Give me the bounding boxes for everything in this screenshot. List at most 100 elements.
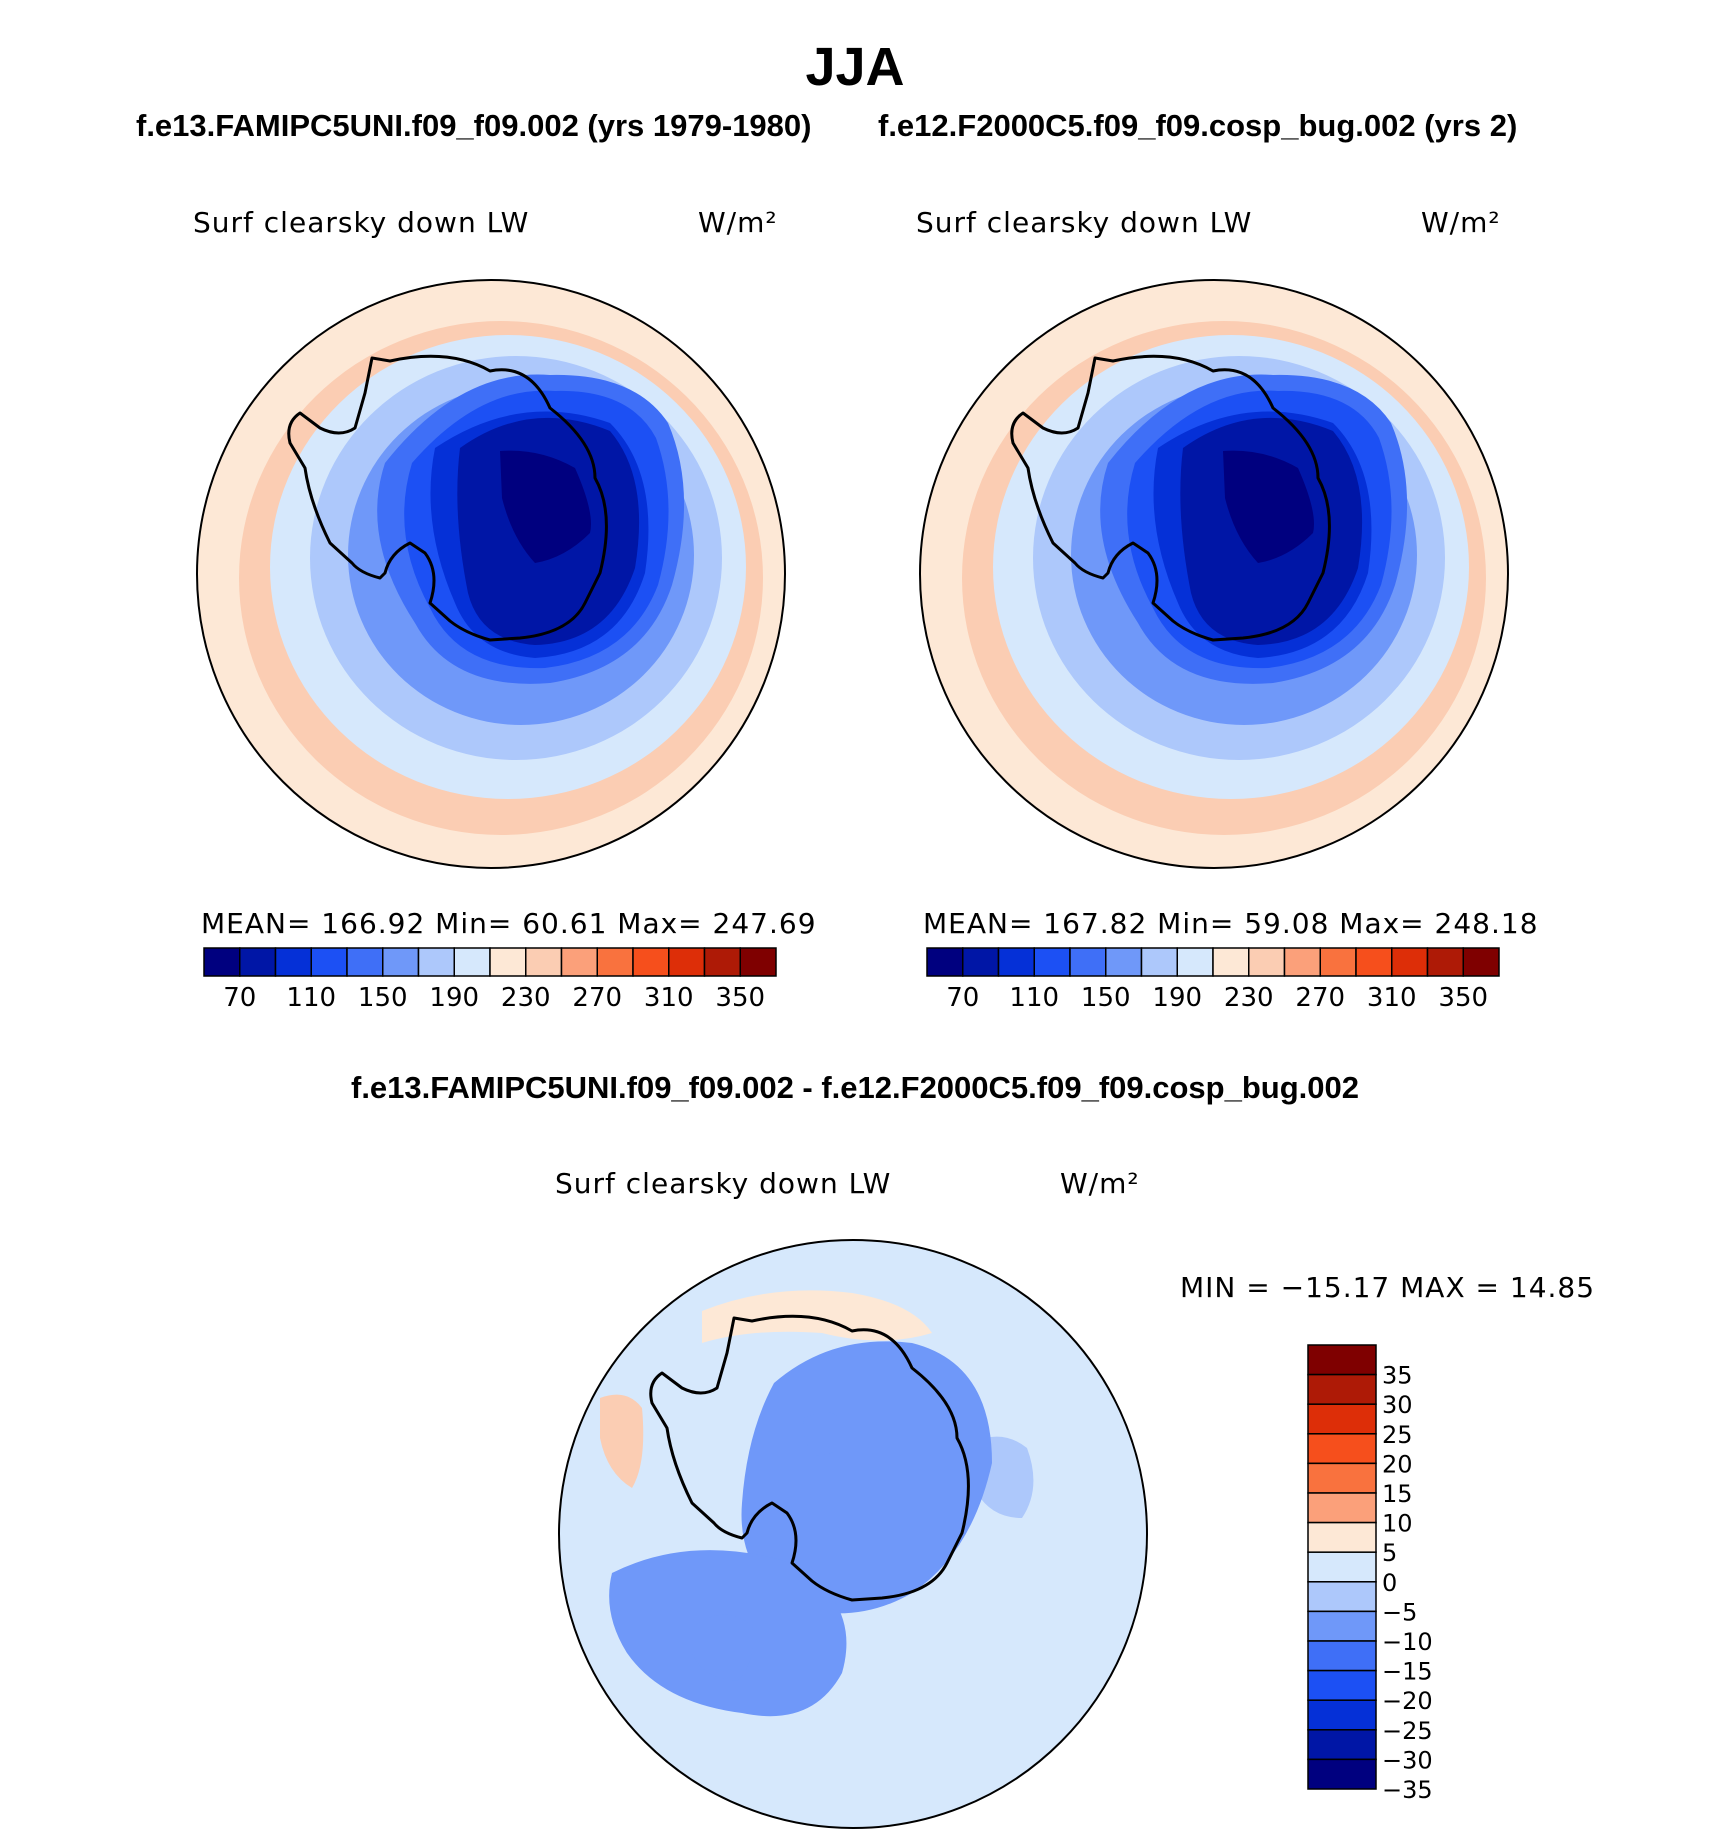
- cbar-left-tick-label: 350: [715, 983, 765, 1013]
- cbar-right-box-1: [962, 947, 1000, 977]
- cbar-diff-box-7: [1307, 1551, 1377, 1583]
- cbar-left-box-12: [632, 947, 670, 977]
- variable-label-diff: Surf clearsky down LW: [555, 1167, 892, 1200]
- left-coastline: [287, 354, 608, 642]
- cbar-right-box-3: [1033, 947, 1071, 977]
- variable-label-left: Surf clearsky down LW: [193, 206, 530, 239]
- cbar-left-tick-label: 150: [358, 983, 408, 1013]
- cbar-right-box-14: [1426, 947, 1464, 977]
- units-label-left: W/m²: [698, 206, 778, 239]
- diff-contour-band-7: [803, 1412, 847, 1456]
- cbar-diff-tick-label: −20: [1382, 1687, 1433, 1715]
- right-coastline: [1010, 354, 1331, 642]
- cbar-right-box-7: [1176, 947, 1214, 977]
- stats-left: MEAN= 166.92 Min= 60.61 Max= 247.69: [201, 907, 817, 940]
- cbar-diff-box-1: [1307, 1373, 1377, 1405]
- cbar-left-tick-label: 310: [644, 983, 694, 1013]
- cbar-right-tick-label: 150: [1081, 983, 1131, 1013]
- map-panel-left: [196, 279, 786, 869]
- cbar-left-box-2: [274, 947, 312, 977]
- cbar-diff-tick-label: 35: [1382, 1362, 1413, 1390]
- cbar-diff-box-10: [1307, 1640, 1377, 1672]
- cbar-right-box-4: [1069, 947, 1107, 977]
- units-label-right: W/m²: [1421, 206, 1501, 239]
- cbar-diff-tick-label: 20: [1382, 1450, 1413, 1478]
- diff-contour-band-6: [692, 1614, 753, 1681]
- page-title: JJA: [805, 37, 905, 97]
- cbar-diff-box-8: [1307, 1581, 1377, 1613]
- cbar-right-box-9: [1248, 947, 1286, 977]
- right-map-outline: [919, 279, 1509, 869]
- cbar-diff-box-2: [1307, 1403, 1377, 1435]
- cbar-left-tick-label: 70: [223, 983, 256, 1013]
- diff-map-outline: [558, 1239, 1148, 1829]
- cbar-diff-tick-label: −35: [1382, 1776, 1433, 1804]
- cbar-left-tick-label: 190: [429, 983, 479, 1013]
- cbar-diff-tick-label: −5: [1382, 1598, 1417, 1626]
- cbar-diff-box-0: [1307, 1344, 1377, 1376]
- cbar-left-box-14: [703, 947, 741, 977]
- left-contour-band-9: [500, 450, 591, 563]
- cbar-left-box-6: [417, 947, 455, 977]
- cbar-left-box-3: [310, 947, 348, 977]
- cbar-diff-box-6: [1307, 1521, 1377, 1553]
- units-label-diff: W/m²: [1060, 1167, 1140, 1200]
- cbar-left-box-9: [525, 947, 563, 977]
- stats-right: MEAN= 167.82 Min= 59.08 Max= 248.18: [923, 907, 1539, 940]
- cbar-diff-tick-label: −25: [1382, 1717, 1433, 1745]
- cbar-diff-box-3: [1307, 1433, 1377, 1465]
- cbar-left-box-1: [239, 947, 277, 977]
- cbar-diff-tick-label: 0: [1382, 1569, 1397, 1597]
- map-panel-right: [919, 279, 1509, 869]
- map-panel-difference: [558, 1239, 1148, 1829]
- right-contour-band-9: [1223, 450, 1314, 563]
- colorbar-right: 70 110 150 190 230 270 310 350: [926, 947, 1500, 1013]
- cbar-right-box-8: [1212, 947, 1250, 977]
- cbar-left-box-5: [382, 947, 420, 977]
- cbar-diff-tick-label: 15: [1382, 1480, 1413, 1508]
- cbar-left-box-0: [203, 947, 241, 977]
- cbar-diff-tick-label: 25: [1382, 1421, 1413, 1449]
- cbar-right-box-15: [1462, 947, 1500, 977]
- diff-contour-band-4: [741, 1341, 992, 1614]
- cbar-left-tick-label: 230: [501, 983, 551, 1013]
- cbar-right-tick-label: 230: [1224, 983, 1274, 1013]
- cbar-right-box-13: [1391, 947, 1429, 977]
- cbar-right-tick-label: 70: [946, 983, 979, 1013]
- case-title-right: f.e12.F2000C5.f09_f09.cosp_bug.002 (yrs …: [878, 108, 1518, 143]
- cbar-diff-box-13: [1307, 1729, 1377, 1761]
- left-map-outline: [196, 279, 786, 869]
- stats-diff: MIN = −15.17 MAX = 14.85: [1180, 1271, 1596, 1304]
- cbar-diff-box-9: [1307, 1610, 1377, 1642]
- colorbar-left: 70 110 150 190 230 270 310 350: [203, 947, 777, 1013]
- cbar-left-tick-label: 110: [286, 983, 336, 1013]
- cbar-diff-box-12: [1307, 1699, 1377, 1731]
- cbar-left-box-11: [596, 947, 634, 977]
- diff-contour-band-2: [600, 1394, 644, 1488]
- cbar-left-box-8: [489, 947, 527, 977]
- cbar-diff-tick-label: 10: [1382, 1510, 1413, 1538]
- cbar-right-box-12: [1355, 947, 1393, 977]
- cbar-diff-box-5: [1307, 1492, 1377, 1524]
- case-title-left: f.e13.FAMIPC5UNI.f09_f09.002 (yrs 1979-1…: [136, 108, 812, 143]
- cbar-right-box-2: [997, 947, 1035, 977]
- cbar-diff-tick-label: −30: [1382, 1746, 1433, 1774]
- cbar-left-box-13: [668, 947, 706, 977]
- diff-coastline: [649, 1314, 970, 1602]
- cbar-left-box-15: [739, 947, 777, 977]
- cbar-right-tick-label: 310: [1367, 983, 1417, 1013]
- cbar-left-box-10: [560, 947, 598, 977]
- cbar-diff-box-4: [1307, 1462, 1377, 1494]
- cbar-diff-tick-label: −10: [1382, 1628, 1433, 1656]
- cbar-right-tick-label: 190: [1152, 983, 1202, 1013]
- cbar-left-box-7: [453, 947, 491, 977]
- cbar-right-box-11: [1319, 947, 1357, 977]
- variable-label-right: Surf clearsky down LW: [916, 206, 1253, 239]
- cbar-diff-tick-label: −15: [1382, 1658, 1433, 1686]
- cbar-left-box-4: [346, 947, 384, 977]
- cbar-right-tick-label: 110: [1009, 983, 1059, 1013]
- cbar-diff-tick-label: 30: [1382, 1391, 1413, 1419]
- cbar-diff-box-14: [1307, 1758, 1377, 1790]
- cbar-right-box-5: [1105, 947, 1143, 977]
